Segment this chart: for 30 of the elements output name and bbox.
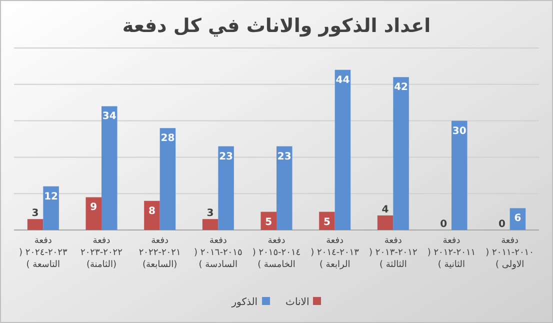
chart-title: اعداد الذكور والاناث في كل دفعة bbox=[122, 15, 431, 37]
x-tick-label: دفعة ٢٠١٤-٢٠١٥ ( الخامسة ) bbox=[251, 235, 302, 271]
x-tick-label: دفعة ٢٠١١-٢٠١٢ ( الثانية ) bbox=[426, 235, 477, 271]
data-label: 8 bbox=[148, 206, 156, 217]
data-label: 9 bbox=[90, 202, 98, 214]
x-tick-label: دفعة ٢٠١٥-٢٠١٦ ( السادسة ) bbox=[193, 235, 244, 271]
data-label: 28 bbox=[160, 133, 175, 144]
x-tick-label: دفعة ٢٠٢١-٢٠٢٢ (السابعة) bbox=[138, 235, 182, 271]
data-label: 0 bbox=[440, 219, 448, 230]
data-label: 44 bbox=[336, 74, 350, 86]
x-tick-label: دفعة ٢٠١٣-٢٠١٤ ( الرابعة ) bbox=[310, 235, 360, 271]
data-label: 30 bbox=[452, 126, 466, 137]
x-tick-label: دفعة ٢٠١٠-٢٠١١ ( الاولى ) bbox=[484, 235, 535, 271]
data-label: 23 bbox=[277, 151, 292, 162]
x-tick-label: دفعة ٢٠٢٢-٢٠٢٣ (الثامنة) bbox=[80, 235, 124, 271]
x-tick-label: دفعة ٢٠١٢-٢٠١٣ ( الثالثة ) bbox=[368, 235, 418, 271]
x-tick-label: دفعة ٢٠٢٣-٢٠٢٤ ( التاسعة ) bbox=[18, 235, 68, 271]
data-label: 5 bbox=[265, 216, 272, 228]
data-label: 3 bbox=[206, 208, 214, 220]
data-label: 34 bbox=[102, 111, 116, 122]
data-label: 0 bbox=[498, 219, 506, 230]
data-label: 5 bbox=[323, 216, 330, 228]
data-label: 4 bbox=[382, 204, 389, 216]
legend-label: الاناث bbox=[286, 297, 310, 308]
data-label: 23 bbox=[219, 151, 234, 162]
legend-label: الذكور bbox=[232, 297, 258, 308]
data-label: 6 bbox=[514, 213, 522, 224]
data-label: 42 bbox=[394, 82, 408, 94]
data-label: 3 bbox=[32, 208, 39, 220]
data-label: 12 bbox=[44, 191, 58, 202]
